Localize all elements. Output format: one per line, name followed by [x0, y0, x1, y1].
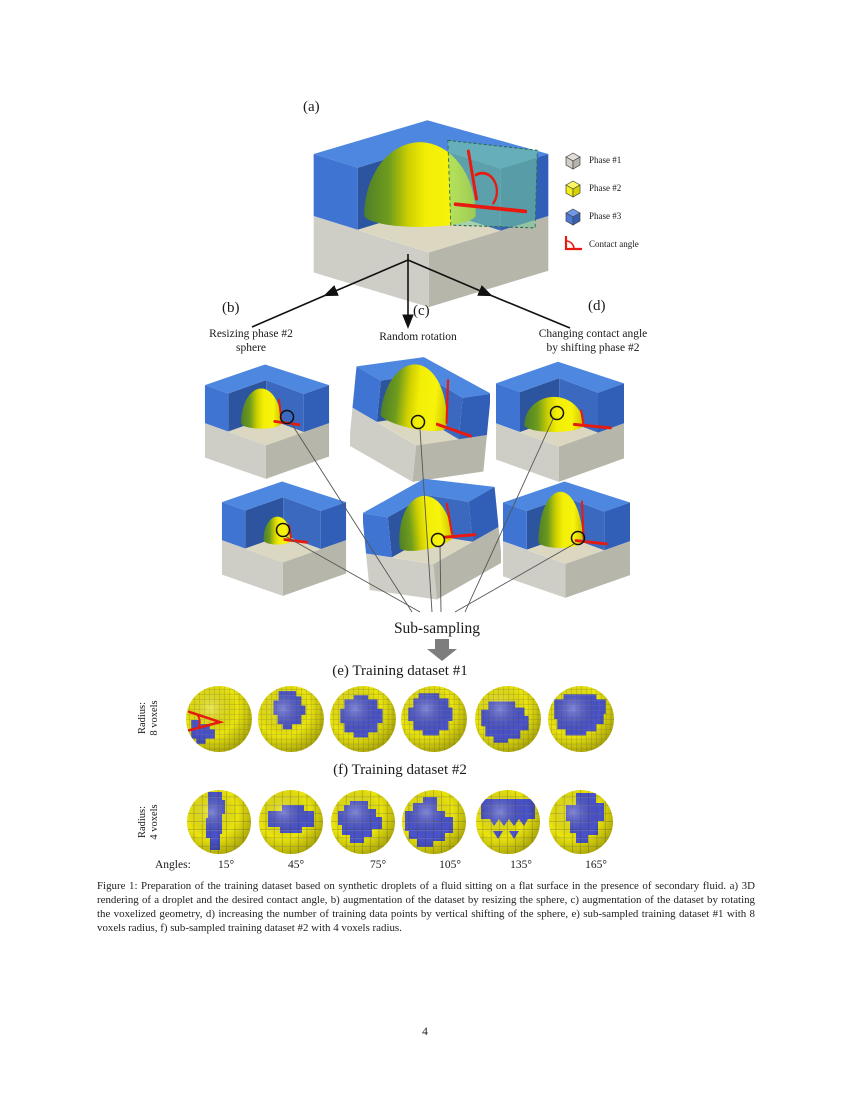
- angle-value-1: 15°: [217, 859, 235, 871]
- render-b-resized-1: [204, 364, 330, 479]
- arrow-right-d: [407, 259, 493, 297]
- sampling-plane: [447, 139, 538, 229]
- page-number: 4: [422, 1026, 428, 1038]
- angle-value-6: 165°: [585, 859, 607, 871]
- dataset-f-label: (f): [333, 762, 349, 778]
- render-d-shifted-1: [496, 361, 624, 482]
- legend-item-contact-angle: Contact angle: [563, 234, 639, 254]
- voxel-sphere-f2: [259, 790, 323, 854]
- voxel-sphere-e6: [548, 686, 614, 752]
- branch-arrows: [251, 254, 571, 329]
- dataset-e-label: (e): [332, 663, 349, 679]
- droplet-render-main: [313, 120, 549, 308]
- branch-c-label: (c): [413, 303, 430, 319]
- legend-phase1-label: Phase #1: [589, 155, 622, 165]
- legend: Phase #1 Phase #2 Phase #3 Contact ang: [563, 150, 639, 262]
- voxel-sphere-f4: [402, 790, 466, 854]
- panel-a-label: (a): [303, 99, 320, 115]
- legend-contact-label: Contact angle: [589, 239, 639, 249]
- contact-angle-mark: [453, 149, 528, 214]
- legend-phase2-label: Phase #2: [589, 183, 622, 193]
- subsampling-arrow-icon: [427, 639, 457, 661]
- phase1-cube-icon: [565, 152, 581, 170]
- angle-value-2: 45°: [287, 859, 305, 871]
- subsampling-label: Sub-sampling: [393, 620, 481, 637]
- render-d-shifted-2: [502, 481, 631, 598]
- voxel-sphere-f5: [476, 790, 540, 854]
- dataset-e-radius-label: Radius: 8 voxels: [137, 700, 160, 736]
- figure-caption: Figure 1: Preparation of the training da…: [97, 880, 755, 934]
- voxel-sphere-e4: [401, 686, 467, 752]
- voxel-sphere-f3: [331, 790, 395, 854]
- legend-item-phase3: Phase #3: [563, 206, 639, 226]
- angle-value-4: 105°: [439, 859, 461, 871]
- legend-phase3-label: Phase #3: [589, 211, 622, 221]
- angle-value-5: 135°: [510, 859, 532, 871]
- phase2-cube-icon: [565, 180, 581, 198]
- voxel-sphere-e2: [258, 686, 324, 752]
- legend-item-phase2: Phase #2: [563, 178, 639, 198]
- voxel-sphere-f6: [549, 790, 613, 854]
- sample-point-circles: [275, 405, 586, 548]
- contact-angle-icon: [564, 236, 582, 251]
- angle-value-3: 75°: [369, 859, 387, 871]
- droplet-dome: [364, 142, 476, 227]
- contact-angle-mark-e1: [187, 710, 225, 732]
- voxel-sphere-f1: [187, 790, 251, 854]
- legend-item-phase1: Phase #1: [563, 150, 639, 170]
- voxel-sphere-e1: [186, 686, 252, 752]
- dataset-e-title: (e) Training dataset #1: [332, 663, 468, 679]
- voxel-sphere-e5: [475, 686, 541, 752]
- angles-row-label: Angles:: [155, 859, 191, 871]
- render-c-rotated-1: [350, 352, 490, 484]
- render-c-rotated-2: [363, 473, 501, 601]
- branch-d-label: (d): [588, 298, 606, 314]
- arrow-left-b: [323, 259, 409, 297]
- branch-d-title: Changing contact angle by shifting phase …: [538, 328, 648, 354]
- dataset-f-radius-label: Radius: 4 voxels: [137, 804, 160, 840]
- branch-c-title: Random rotation: [379, 331, 457, 343]
- phase3-cube-icon: [565, 208, 581, 226]
- render-b-resized-2: [221, 481, 347, 596]
- branch-b-title: Resizing phase #2 sphere: [209, 328, 293, 354]
- branch-b-label: (b): [222, 300, 240, 316]
- voxel-sphere-e3: [330, 686, 396, 752]
- dataset-f-title: (f) Training dataset #2: [333, 762, 467, 778]
